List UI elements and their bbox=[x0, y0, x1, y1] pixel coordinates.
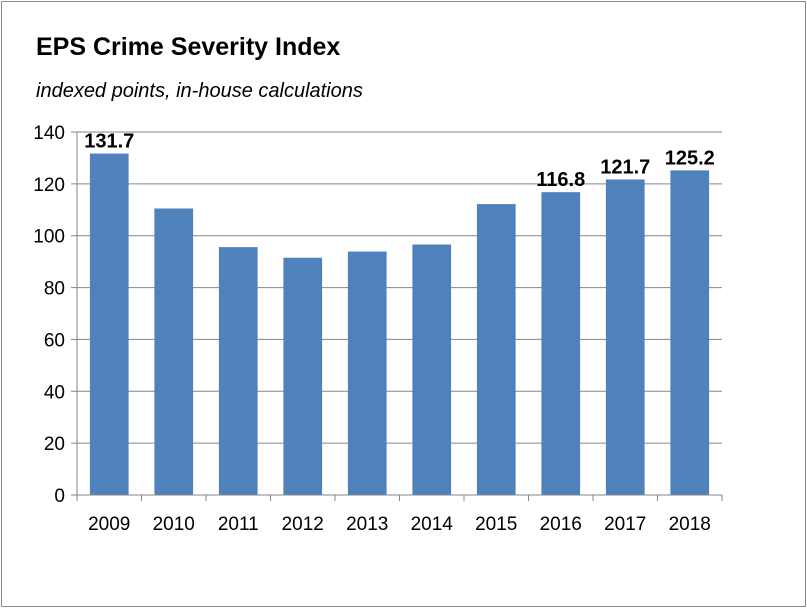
x-tick-label: 2017 bbox=[604, 514, 646, 535]
bar-2014 bbox=[412, 244, 452, 495]
data-label: 125.2 bbox=[665, 147, 715, 169]
bar-2013 bbox=[347, 251, 387, 495]
chart-subtitle: indexed points, in-house calculations bbox=[36, 80, 363, 102]
data-label: 121.7 bbox=[600, 156, 650, 178]
y-axis-ticks: 0 20 40 60 80 100 120 140 bbox=[33, 123, 77, 507]
y-tick-label: 100 bbox=[33, 227, 65, 248]
y-tick-label: 140 bbox=[33, 123, 65, 144]
bars bbox=[89, 153, 710, 496]
x-tick-label: 2012 bbox=[282, 514, 324, 535]
y-tick-label: 80 bbox=[44, 279, 65, 300]
chart-title: EPS Crime Severity Index bbox=[36, 33, 341, 61]
x-tick-label: 2018 bbox=[669, 514, 711, 535]
bar-2011 bbox=[218, 247, 258, 495]
x-tick-label: 2014 bbox=[411, 514, 454, 535]
y-tick-label: 0 bbox=[54, 486, 65, 507]
bar-2009 bbox=[89, 153, 129, 495]
y-tick-label: 120 bbox=[33, 175, 65, 196]
bar-2018 bbox=[670, 170, 710, 496]
x-tick-label: 2011 bbox=[218, 514, 259, 535]
bar-2017 bbox=[605, 179, 645, 495]
y-tick-label: 40 bbox=[44, 382, 65, 403]
x-axis-ticks: 2009 2010 2011 2012 2013 2014 2015 2016 2017 2018 bbox=[76, 495, 723, 535]
bar-2015 bbox=[476, 204, 516, 495]
bar-2010 bbox=[154, 208, 194, 495]
data-labels: 131.7 116.8 121.7 125.2 bbox=[84, 131, 715, 192]
x-tick-label: 2016 bbox=[540, 514, 582, 535]
bar-2012 bbox=[283, 257, 323, 495]
x-tick-label: 2010 bbox=[153, 514, 195, 535]
x-tick-label: 2015 bbox=[475, 514, 517, 535]
y-tick-label: 60 bbox=[44, 330, 65, 351]
x-tick-label: 2009 bbox=[88, 514, 130, 535]
bar-2016 bbox=[541, 192, 581, 495]
data-label: 131.7 bbox=[84, 131, 134, 153]
data-label: 116.8 bbox=[536, 169, 585, 191]
y-tick-label: 20 bbox=[44, 434, 65, 455]
x-tick-label: 2013 bbox=[346, 514, 388, 535]
